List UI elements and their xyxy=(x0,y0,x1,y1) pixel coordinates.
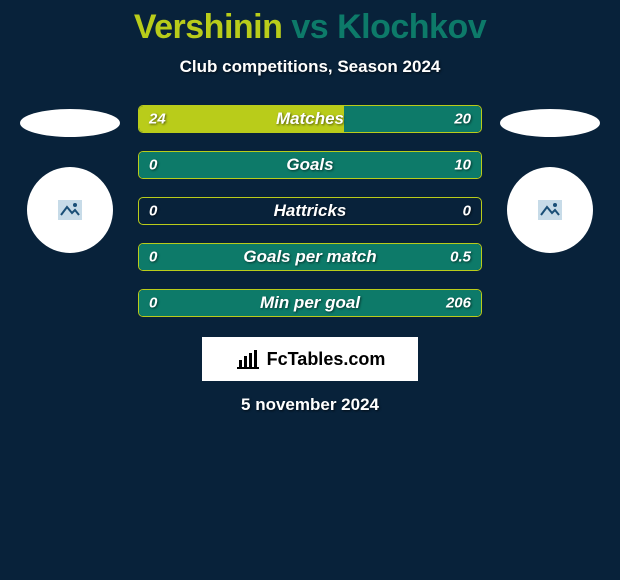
bar-fill-left xyxy=(139,106,344,132)
avatar-right xyxy=(507,167,593,253)
stat-row: 2420Matches xyxy=(138,105,482,133)
player-right-col xyxy=(500,105,600,253)
brand-text: FcTables.com xyxy=(267,349,386,370)
stat-row: 00.5Goals per match xyxy=(138,243,482,271)
comparison-card: Vershinin vs Klochkov Club competitions,… xyxy=(0,0,620,580)
bar-fill-right xyxy=(139,152,481,178)
flag-ellipse-left xyxy=(20,109,120,137)
title-right: Klochkov xyxy=(337,8,486,46)
stat-bars: 2420Matches 010Goals 0 0Hattricks 00.5Goals … xyxy=(138,105,482,317)
main-area: 2420Matches 010Goals 0 0Hattricks 00.5Goals … xyxy=(0,105,620,317)
brand-box: FcTables.com xyxy=(202,337,418,381)
player-left-col xyxy=(20,105,120,253)
brand-chart-icon xyxy=(235,348,261,370)
stat-value-left: 0 xyxy=(149,203,157,220)
stat-row: 0 0Hattricks xyxy=(138,197,482,225)
stat-value-right: 0 xyxy=(463,203,471,220)
stat-label: Hattricks xyxy=(139,201,481,221)
avatar-placeholder-icon xyxy=(58,200,82,220)
footer-date: 5 november 2024 xyxy=(0,395,620,415)
stat-row: 010Goals xyxy=(138,151,482,179)
flag-ellipse-right xyxy=(500,109,600,137)
subtitle: Club competitions, Season 2024 xyxy=(0,57,620,77)
bar-fill-right xyxy=(344,106,481,132)
page-title: Vershinin vs Klochkov xyxy=(0,8,620,47)
stat-row: 0206Min per goal xyxy=(138,289,482,317)
avatar-placeholder-icon xyxy=(538,200,562,220)
bar-fill-right xyxy=(139,290,481,316)
title-left: Vershinin xyxy=(134,8,283,46)
title-vs: vs xyxy=(282,8,337,46)
bar-fill-right xyxy=(139,244,481,270)
avatar-left xyxy=(27,167,113,253)
